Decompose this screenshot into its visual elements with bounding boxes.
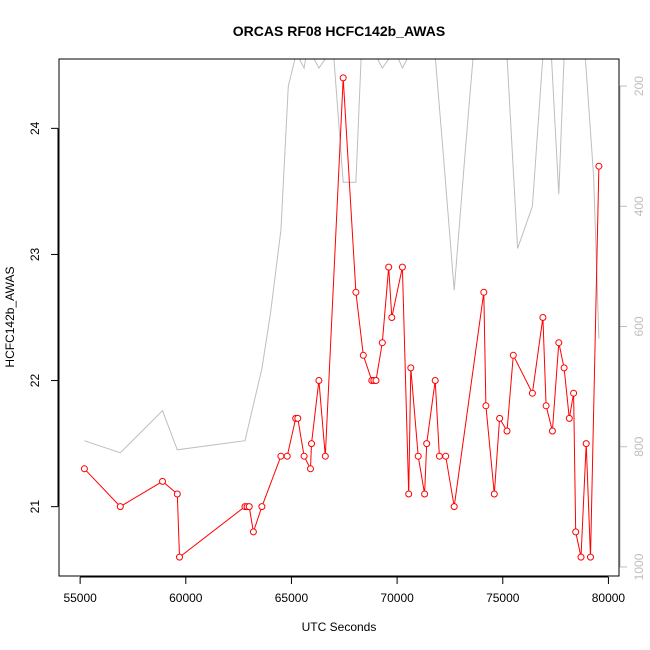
data-point: [352, 288, 360, 296]
data-point: [308, 440, 315, 448]
y2-tick-label: 200: [632, 76, 646, 96]
x-tick-label: 60000: [169, 591, 203, 605]
data-point: [339, 74, 347, 82]
data-point: [80, 465, 88, 473]
data-point: [442, 452, 450, 460]
y2-tick-label: 1000: [632, 553, 646, 580]
data-point: [385, 263, 393, 271]
y2-tick-label: 600: [632, 316, 646, 336]
hcfc142b-line: [84, 77, 600, 559]
x-tick-label: 65000: [275, 591, 309, 605]
hcfc142b-series: [80, 74, 603, 561]
data-point: [283, 452, 291, 460]
data-point: [587, 553, 594, 561]
data-point: [503, 427, 511, 435]
data-point: [173, 490, 181, 498]
data-point: [294, 414, 302, 422]
data-point: [378, 339, 386, 347]
data-point: [388, 314, 396, 321]
data-point: [176, 553, 183, 561]
data-point: [509, 351, 517, 359]
y-tick-label: 21: [28, 500, 42, 514]
y-tick-label: 23: [28, 247, 42, 261]
data-point: [570, 389, 578, 397]
data-point: [450, 503, 458, 511]
data-point: [490, 490, 498, 498]
data-point: [372, 377, 380, 384]
data-point: [423, 440, 431, 448]
x-tick-label: 70000: [380, 591, 414, 605]
data-point: [496, 414, 504, 422]
y2-tick-label: 800: [632, 436, 646, 456]
data-point: [307, 465, 314, 473]
data-point: [359, 351, 367, 359]
y-tick-label: 24: [28, 121, 42, 135]
data-point: [258, 503, 266, 511]
plot-frame: [58, 58, 620, 577]
axes: 55000 60000 65000 70000 75000 80000 21 22 23 24 20…: [28, 76, 646, 605]
data-point: [539, 314, 547, 321]
data-point: [249, 528, 257, 536]
data-point: [407, 364, 415, 372]
x-tick-label: 75000: [486, 591, 520, 605]
data-point: [572, 528, 580, 536]
y-axis-label: HCFC142b_AWAS: [3, 266, 17, 367]
data-point: [398, 263, 406, 271]
data-point: [528, 389, 536, 397]
x-axis-label: UTC Seconds: [302, 620, 377, 634]
data-point: [159, 477, 166, 485]
data-point: [542, 402, 550, 410]
pressure-series: [84, 59, 600, 454]
data-point: [277, 452, 285, 460]
data-point: [300, 452, 308, 460]
data-point: [435, 452, 443, 460]
data-point: [582, 440, 590, 448]
data-point: [414, 452, 422, 460]
pressure-line: [84, 59, 600, 454]
chart-title: ORCAS RF08 HCFC142b_AWAS: [233, 23, 445, 39]
data-point: [116, 503, 124, 511]
data-point: [405, 490, 413, 498]
y2-tick-label: 400: [632, 196, 646, 216]
data-point: [480, 288, 488, 296]
data-point: [555, 339, 563, 347]
x-tick-label: 55000: [63, 591, 97, 605]
data-point: [482, 402, 490, 410]
data-point: [595, 162, 603, 170]
data-point: [321, 452, 329, 460]
data-point: [315, 377, 323, 384]
data-point: [245, 503, 253, 511]
y-tick-label: 22: [28, 374, 42, 388]
x-tick-label: 80000: [592, 591, 626, 605]
data-point: [421, 490, 429, 498]
data-point: [431, 377, 439, 384]
data-point: [560, 364, 568, 372]
data-point: [565, 414, 573, 422]
data-point: [577, 553, 585, 561]
data-point: [548, 427, 556, 435]
